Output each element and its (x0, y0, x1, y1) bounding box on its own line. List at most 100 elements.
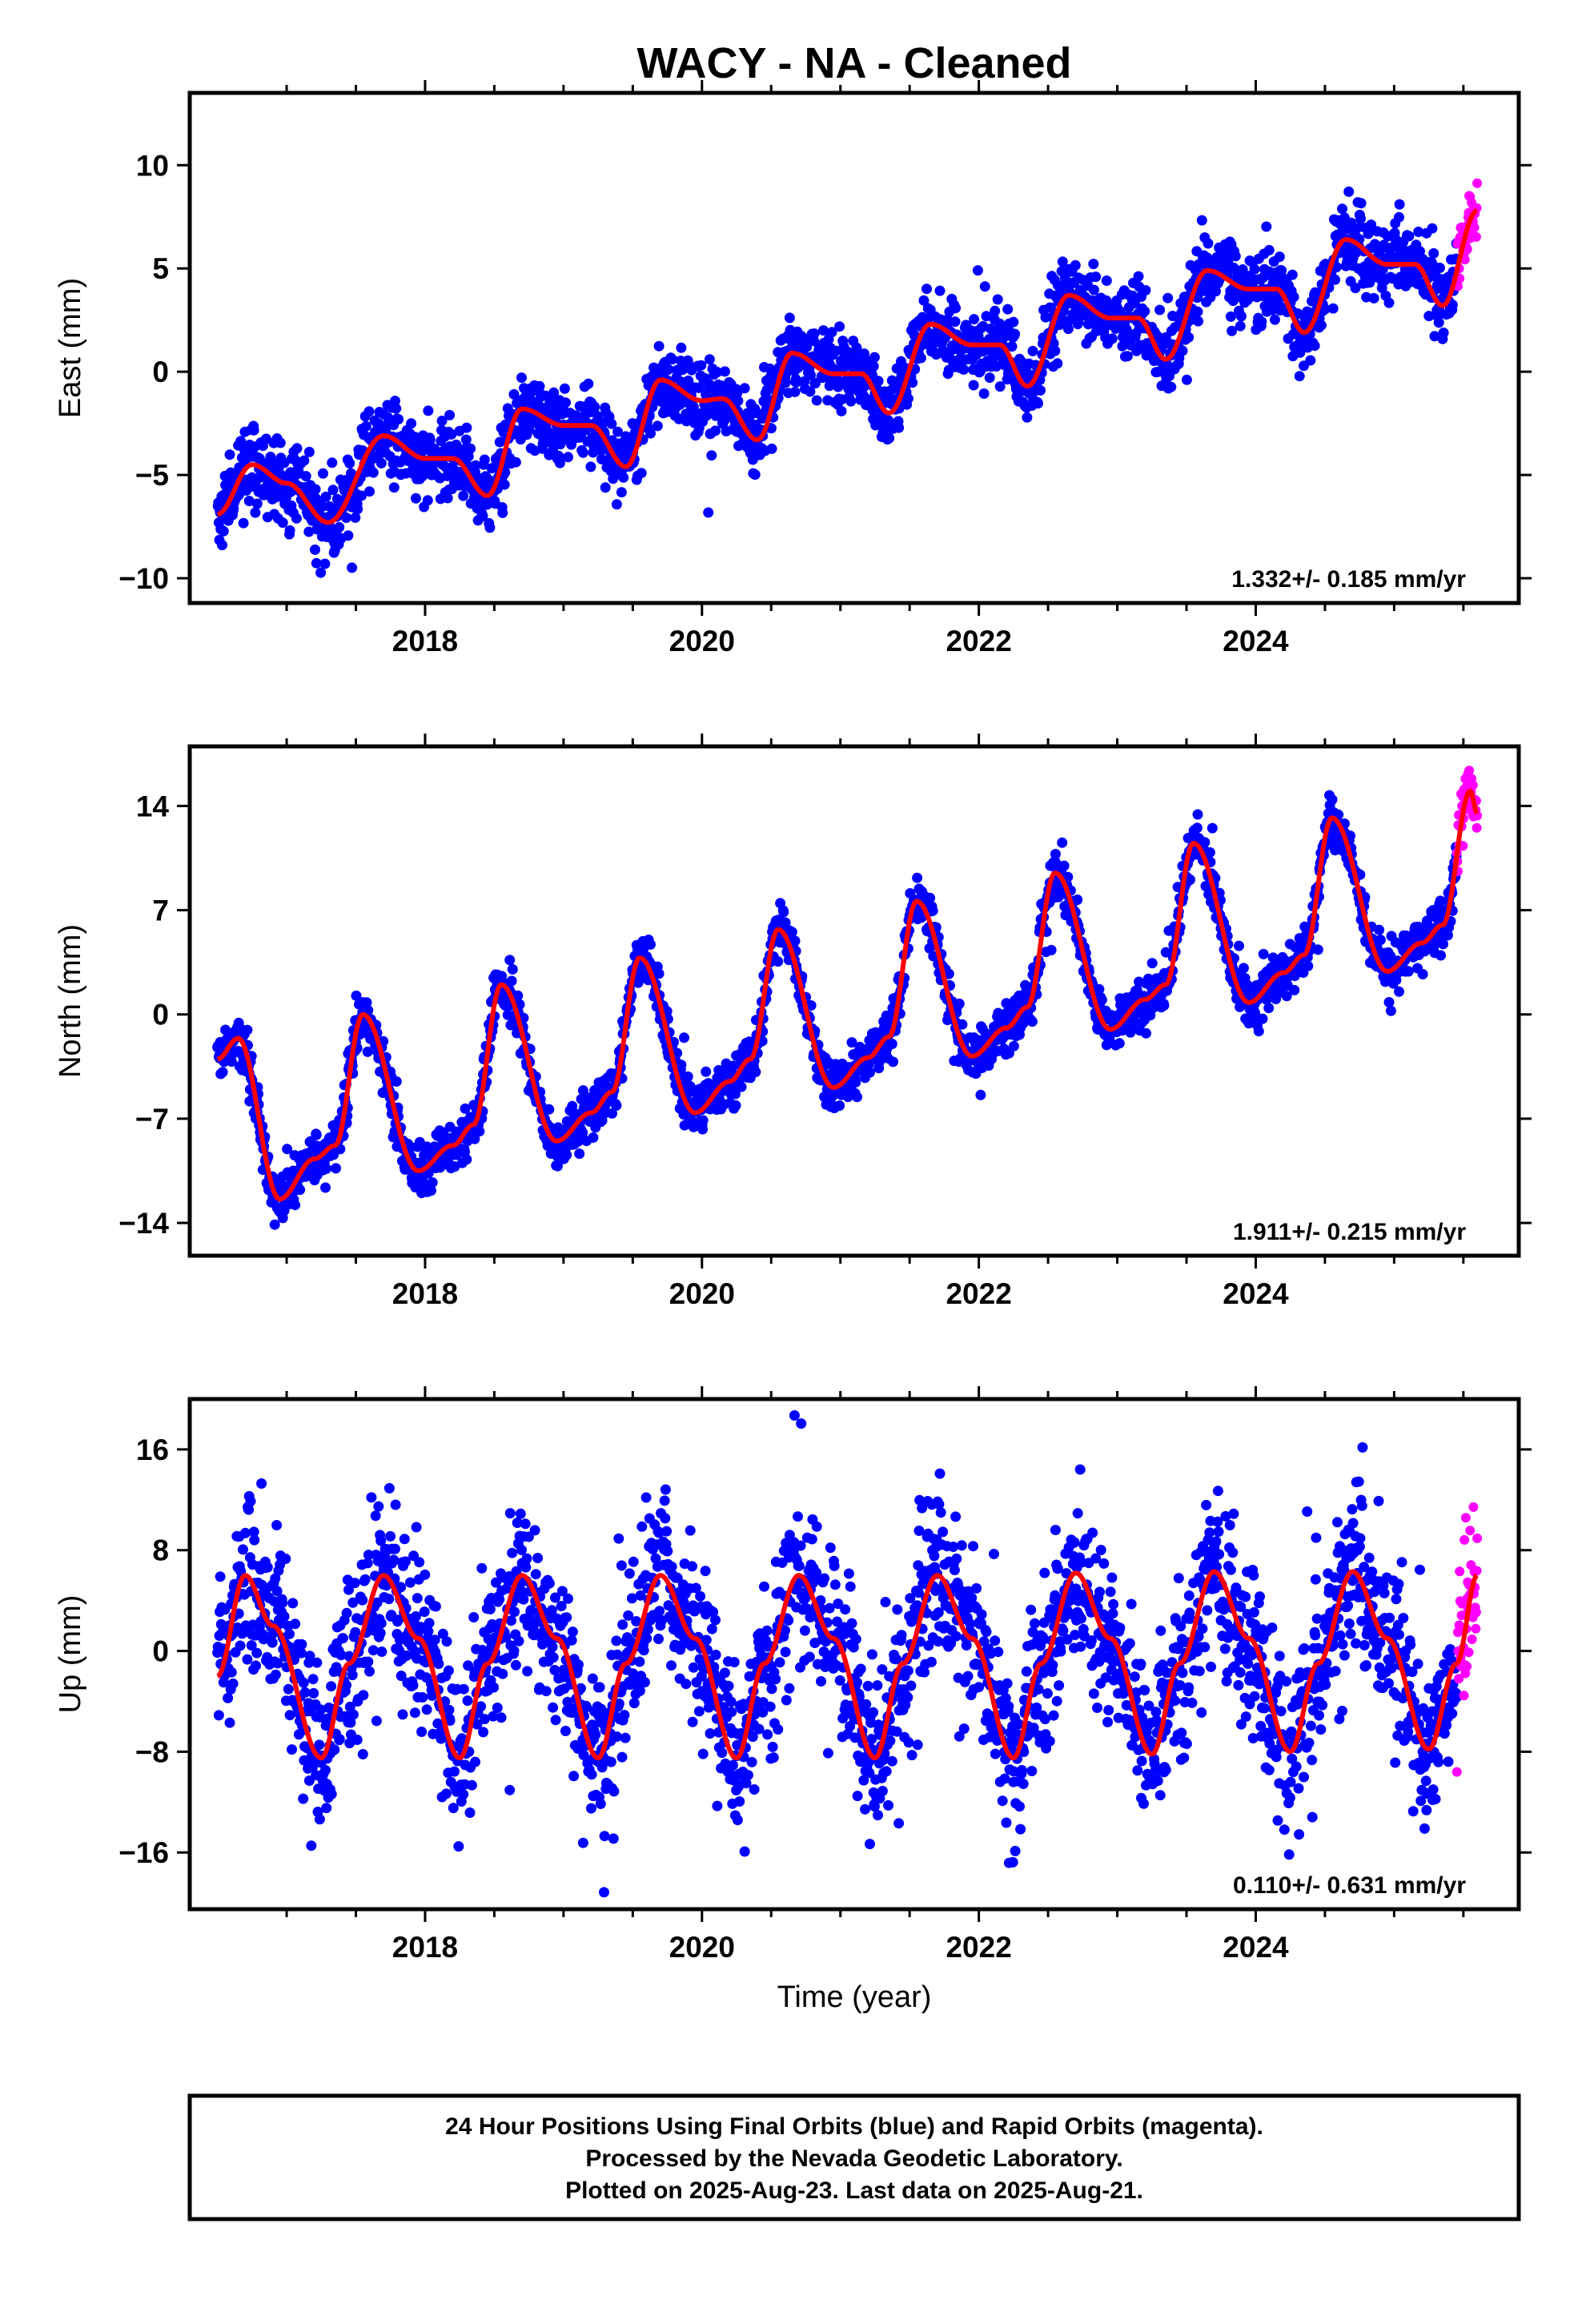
final-orbit-point (534, 380, 545, 392)
final-orbit-point (918, 295, 930, 306)
final-orbit-point (1417, 969, 1428, 979)
final-orbit-point (1177, 345, 1188, 356)
final-orbit-point (352, 504, 363, 515)
final-orbit-point (851, 342, 862, 353)
final-orbit-point (750, 1067, 761, 1078)
final-orbit-point (1006, 341, 1018, 352)
final-orbit-point (303, 526, 315, 537)
final-orbit-point (442, 493, 453, 504)
final-orbit-point (801, 341, 813, 352)
final-orbit-point (1058, 860, 1070, 871)
final-orbit-point (886, 1039, 897, 1049)
final-orbit-point (1309, 340, 1320, 352)
final-orbit-point (852, 1092, 862, 1103)
final-orbit-point (994, 381, 1006, 392)
final-orbit-point (1196, 215, 1207, 226)
final-orbit-point (356, 490, 367, 501)
final-orbit-point (1263, 1003, 1275, 1014)
final-orbit-point (850, 1077, 861, 1088)
east-y-tick-label: 5 (152, 252, 169, 285)
final-orbit-point (484, 522, 496, 533)
final-orbit-point (1257, 1013, 1268, 1024)
final-orbit-point (1088, 284, 1099, 296)
final-orbit-point (585, 461, 596, 472)
final-orbit-point (261, 433, 271, 444)
final-orbit-point (1191, 822, 1203, 834)
final-orbit-point (1072, 895, 1083, 905)
east-x-tick-label: 2018 (392, 625, 458, 657)
final-orbit-point (881, 1010, 892, 1021)
final-orbit-point (636, 468, 647, 479)
final-orbit-point (934, 285, 946, 296)
final-orbit-point (1366, 219, 1377, 231)
final-orbit-point (893, 422, 905, 433)
final-orbit-point (834, 1100, 845, 1112)
final-orbit-point (362, 1046, 373, 1057)
final-orbit-point (320, 491, 331, 502)
final-orbit-point (1289, 984, 1300, 995)
final-orbit-point (957, 1019, 968, 1030)
final-orbit-point (347, 562, 358, 573)
final-orbit-point (1035, 385, 1046, 396)
final-orbit-point (950, 316, 961, 328)
final-orbit-point (1383, 297, 1395, 308)
final-orbit-point (554, 457, 565, 468)
final-orbit-point (1238, 963, 1249, 974)
final-orbit-point (460, 434, 472, 445)
final-orbit-point (710, 425, 721, 436)
final-orbit-point (465, 443, 476, 454)
final-orbit-point (311, 1129, 322, 1140)
final-orbit-point (1008, 316, 1019, 328)
final-orbit-point (1394, 211, 1404, 223)
final-orbit-point (1167, 311, 1178, 321)
final-orbit-point (869, 352, 880, 363)
final-orbit-point (729, 1088, 741, 1100)
final-orbit-point (836, 405, 847, 416)
final-orbit-point (1330, 274, 1341, 285)
final-orbit-point (461, 1154, 472, 1165)
final-orbit-point (599, 1108, 610, 1119)
final-orbit-point (224, 449, 235, 460)
final-orbit-point (733, 396, 744, 407)
rapid-orbit-point (1471, 231, 1481, 242)
final-orbit-point (235, 436, 247, 447)
final-orbit-point (561, 1149, 572, 1160)
final-orbit-point (786, 927, 797, 938)
east-y-tick-label: −10 (118, 562, 169, 595)
final-orbit-point (732, 388, 743, 399)
final-orbit-point (1269, 314, 1280, 325)
final-orbit-point (1327, 794, 1338, 805)
final-orbit-point (479, 454, 490, 465)
final-orbit-point (423, 405, 434, 416)
final-orbit-point (427, 1177, 438, 1188)
final-orbit-point (978, 388, 990, 399)
final-orbit-point (916, 912, 927, 923)
final-orbit-point (1046, 302, 1056, 313)
final-orbit-point (303, 446, 315, 457)
final-orbit-point (1153, 332, 1164, 343)
final-orbit-point (320, 1182, 331, 1193)
final-orbit-point (507, 963, 518, 975)
final-orbit-point (1350, 283, 1361, 294)
final-orbit-point (969, 314, 980, 325)
final-orbit-point (242, 1024, 253, 1035)
rapid-orbit-point (1472, 822, 1482, 833)
final-orbit-point (1073, 317, 1084, 328)
final-orbit-point (391, 403, 402, 414)
final-orbit-point (697, 1124, 709, 1135)
final-orbit-point (1050, 849, 1061, 859)
final-orbit-point (915, 352, 926, 364)
final-orbit-point (618, 472, 629, 483)
final-orbit-point (327, 485, 339, 496)
final-orbit-point (552, 1160, 563, 1172)
final-orbit-point (826, 327, 837, 338)
final-orbit-point (1263, 244, 1275, 255)
final-orbit-point (284, 525, 295, 536)
final-orbit-point (1094, 983, 1105, 995)
final-orbit-point (1229, 264, 1240, 275)
final-orbit-point (217, 540, 227, 551)
final-orbit-point (865, 1067, 875, 1078)
final-orbit-point (1337, 203, 1347, 215)
final-orbit-point (1327, 303, 1339, 314)
final-orbit-point (1256, 316, 1267, 328)
